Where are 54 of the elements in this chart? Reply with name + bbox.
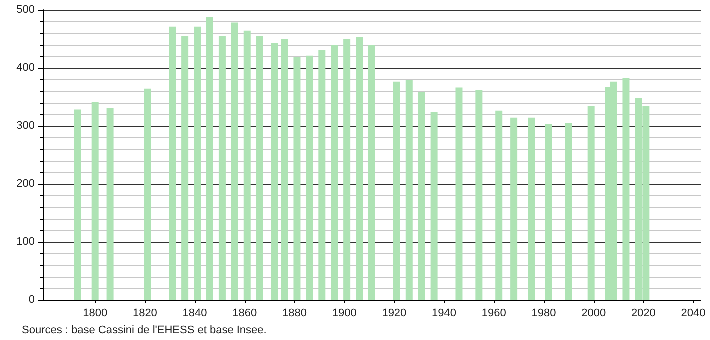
- bar: [476, 90, 483, 300]
- x-tick-label: 1880: [282, 308, 307, 320]
- bar: [74, 110, 82, 300]
- bar: [456, 88, 463, 300]
- bar: [182, 36, 189, 300]
- bar: [588, 106, 595, 300]
- bar: [271, 43, 278, 300]
- y-tick-label: 200: [16, 178, 35, 190]
- y-tick-label: 500: [16, 4, 35, 16]
- bar: [244, 30, 251, 300]
- bar: [622, 78, 630, 300]
- bar: [206, 16, 214, 300]
- bar: [356, 37, 364, 300]
- bar: [256, 36, 264, 300]
- bar: [545, 124, 552, 300]
- y-tick-label: 300: [16, 120, 35, 132]
- bar: [510, 118, 518, 300]
- y-tick-label: 0: [28, 294, 35, 306]
- y-tick-label: 100: [16, 236, 35, 248]
- bar: [92, 102, 99, 300]
- bar: [565, 123, 572, 300]
- x-tick-label: 1800: [83, 308, 108, 320]
- x-tick-label: 2000: [582, 308, 606, 320]
- x-tick-label: 1960: [482, 308, 506, 320]
- x-tick-label: 2040: [681, 308, 706, 320]
- bar: [430, 112, 438, 300]
- x-tick-label: 1860: [232, 308, 258, 320]
- bar: [218, 36, 226, 300]
- bar: [194, 26, 202, 300]
- x-tick-label: 2020: [631, 308, 656, 320]
- bar: [393, 82, 400, 300]
- source-note: Sources : base Cassini de l'EHESS et base Insee.: [22, 324, 267, 336]
- x-tick-label: 1980: [532, 308, 556, 320]
- x-tick-label: 1940: [432, 308, 457, 320]
- bar: [106, 108, 114, 300]
- x-tick-label: 1920: [382, 308, 407, 320]
- x-tick-label: 1900: [332, 308, 357, 320]
- bar: [418, 92, 426, 300]
- x-tick-label: 1840: [182, 308, 208, 320]
- bar: [496, 110, 503, 300]
- bar: [331, 45, 338, 300]
- y-tick-label: 400: [16, 62, 35, 74]
- bar: [144, 88, 152, 300]
- bar: [406, 80, 413, 300]
- bar: [169, 26, 176, 300]
- bar: [306, 56, 314, 300]
- bar: [318, 50, 326, 300]
- bar: [368, 45, 376, 300]
- bar: [294, 58, 301, 300]
- x-tick-label: 1820: [132, 308, 158, 320]
- bar: [231, 22, 238, 300]
- bar: [281, 39, 288, 300]
- bar: [344, 39, 351, 300]
- bar: [528, 118, 536, 300]
